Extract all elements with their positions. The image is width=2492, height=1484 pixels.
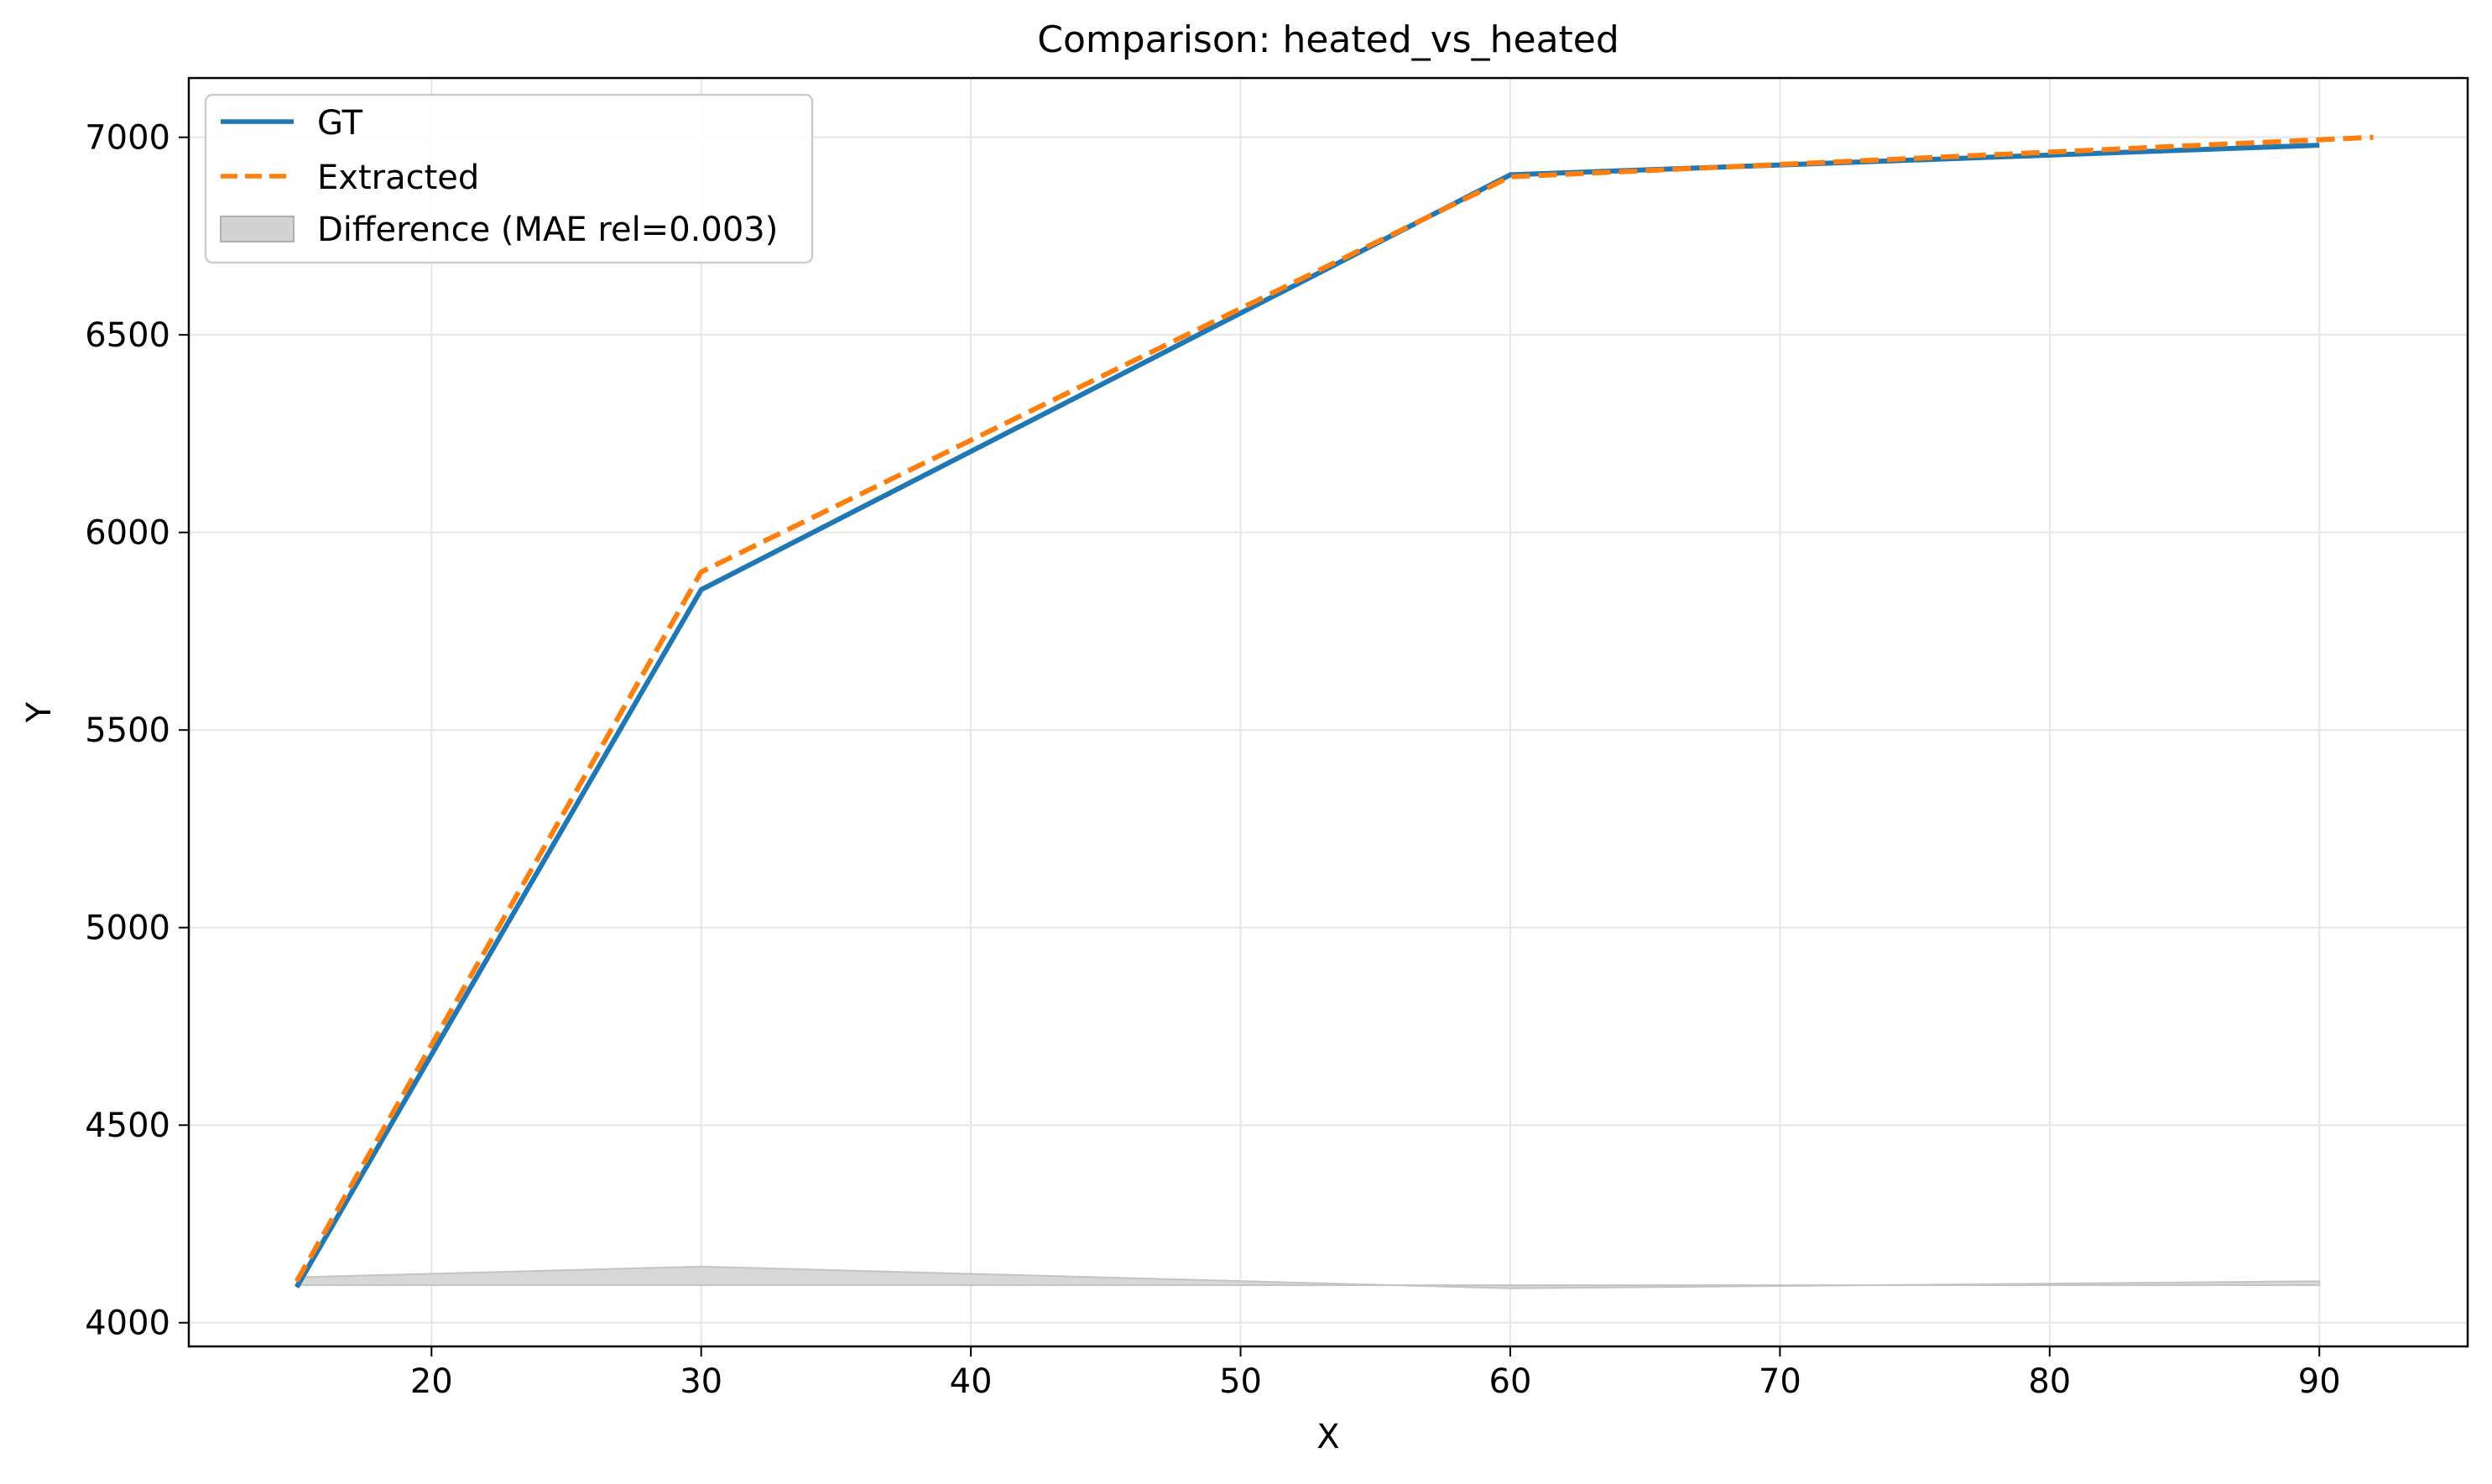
- x-tick-label: 90: [2298, 1362, 2341, 1401]
- y-tick-label: 6500: [85, 316, 170, 355]
- x-axis-ticks: 20 30 40 50 60 70 80 90: [410, 1346, 2341, 1401]
- difference-band: [295, 1265, 2321, 1289]
- series-line-extracted: [294, 134, 2374, 1283]
- grid: [189, 78, 2468, 1346]
- x-tick-label: 60: [1489, 1362, 1532, 1401]
- legend-difference-swatch: [220, 216, 295, 242]
- y-tick-label: 6000: [85, 514, 170, 553]
- y-axis-label: Y: [20, 701, 59, 723]
- x-tick-label: 20: [410, 1362, 453, 1401]
- y-axis-ticks: 4000 4500 5000 5500 6000 6500 7000: [85, 119, 189, 1343]
- axes-frame: [187, 76, 2469, 1348]
- y-tick-label: 5500: [85, 711, 170, 750]
- x-tick-label: 40: [950, 1362, 993, 1401]
- series-lines: [294, 134, 2374, 1289]
- legend-extracted-label: Extracted: [317, 159, 479, 197]
- y-tick-label: 4000: [85, 1304, 170, 1343]
- legend: GT Extracted Difference (MAE rel=0.003): [204, 93, 814, 264]
- x-axis-label: X: [1316, 1418, 1339, 1456]
- legend-gt-label: GT: [317, 104, 363, 143]
- y-tick-label: 7000: [85, 119, 170, 158]
- difference-area: [295, 1265, 2321, 1289]
- legend-difference-label: Difference (MAE rel=0.003): [317, 211, 778, 249]
- y-tick-label: 4500: [85, 1106, 170, 1145]
- x-tick-label: 50: [1219, 1362, 1262, 1401]
- chart-title: Comparison: heated_vs_heated: [1037, 18, 1619, 61]
- x-tick-label: 30: [680, 1362, 722, 1401]
- x-tick-label: 70: [1759, 1362, 1801, 1401]
- y-tick-label: 5000: [85, 909, 170, 948]
- legend-frame: [204, 93, 814, 264]
- x-tick-label: 80: [2028, 1362, 2071, 1401]
